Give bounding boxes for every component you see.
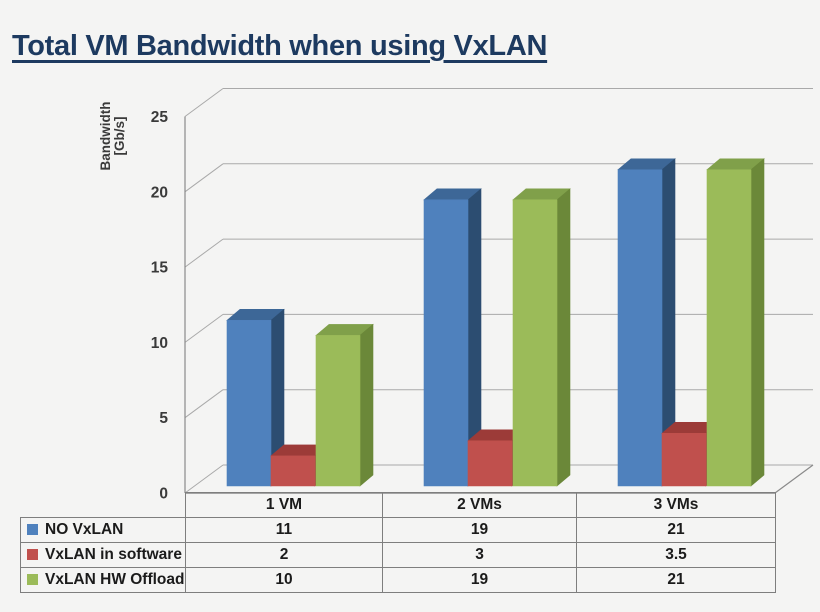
table-corner-cell	[21, 493, 186, 518]
table-row-vxlan-hw-offload: VxLAN HW Offload 10 19 21	[20, 567, 776, 593]
gridline-diagonal-25	[184, 88, 224, 117]
value-vxlan-hw-offload-3-vms: 21	[576, 567, 776, 593]
category-header-1-vm: 1 VM	[185, 492, 383, 518]
bar-no-vxlan-2-vms	[423, 188, 482, 487]
bar-no-vxlan-3-vms	[617, 158, 676, 487]
bar-front-face	[315, 335, 361, 487]
y-tick-label-10: 10	[151, 335, 168, 352]
bar-vxlan-hw-offload-2-vms	[512, 188, 571, 487]
y-axis-title: Bandwidth[Gb/s]	[98, 102, 127, 171]
value-vxlan-hw-offload-1-vm: 10	[185, 567, 383, 593]
y-tick-label-25: 25	[151, 109, 169, 126]
bar-front-face	[423, 199, 469, 487]
table-header-row: 1 VM 2 VMs 3 VMs	[21, 492, 776, 518]
value-vxlan-in-software-2-vms: 3	[382, 542, 577, 568]
bar-side-face	[556, 188, 571, 487]
page-title: Total VM Bandwidth when using VxLAN	[12, 30, 548, 62]
legend-item-no-vxlan: NO VxLAN	[20, 517, 186, 543]
bar-side-face	[750, 158, 765, 487]
legend-label: NO VxLAN	[45, 521, 124, 538]
y-tick-label-15: 15	[151, 260, 169, 277]
bar-no-vxlan-1-vm	[226, 308, 285, 487]
category-header-3-vms: 3 VMs	[576, 492, 776, 518]
bar-front-face	[512, 199, 558, 487]
legend-swatch-icon	[27, 524, 38, 535]
gridline-diagonal-15	[184, 238, 224, 268]
legend-swatch-icon	[27, 574, 38, 585]
value-vxlan-hw-offload-2-vms: 19	[382, 567, 577, 593]
legend-swatch-icon	[27, 549, 38, 560]
bar-front-face	[270, 455, 316, 487]
y-tick-label-20: 20	[151, 184, 168, 201]
table-row-no-vxlan: NO VxLAN 11 19 21	[20, 517, 776, 543]
value-no-vxlan-1-vm: 11	[185, 517, 383, 543]
value-vxlan-in-software-3-vms: 3.5	[576, 542, 776, 568]
bar-front-face	[467, 440, 513, 487]
bar-side-face	[359, 323, 374, 487]
y-tick-label-0: 0	[159, 486, 168, 501]
gridline-diagonal-10	[184, 313, 224, 343]
value-no-vxlan-2-vms: 19	[382, 517, 577, 543]
floor-right-edge	[774, 464, 814, 494]
bar-vxlan-hw-offload-1-vm	[315, 323, 374, 487]
gridline-diagonal-0	[184, 464, 224, 494]
value-vxlan-in-software-1-vm: 2	[185, 542, 383, 568]
legend-item-vxlan-in-software: VxLAN in software	[20, 542, 186, 568]
y-tick-label-5: 5	[159, 410, 168, 427]
bar-vxlan-hw-offload-3-vms	[706, 158, 765, 487]
table-row-vxlan-in-software: VxLAN in software 2 3 3.5	[20, 542, 776, 568]
gridline-diagonal-5	[184, 389, 224, 419]
legend-label: VxLAN in software	[45, 546, 182, 563]
bandwidth-3d-bar-chart: 0 5 10 15 20 25 Bandwidth[Gb/s]	[98, 88, 814, 501]
value-no-vxlan-3-vms: 21	[576, 517, 776, 543]
legend-item-vxlan-hw-offload: VxLAN HW Offload	[20, 567, 186, 593]
gridline-diagonal-20	[184, 163, 224, 193]
chart-data-table: 1 VM 2 VMs 3 VMs NO VxLAN 11 19 21 VxLAN in sof…	[20, 492, 776, 593]
bar-front-face	[617, 169, 663, 487]
bar-front-face	[706, 169, 752, 487]
legend-label: VxLAN HW Offload	[45, 571, 185, 588]
category-header-2-vms: 2 VMs	[382, 492, 577, 518]
bar-front-face	[226, 320, 272, 487]
bar-front-face	[661, 432, 707, 487]
